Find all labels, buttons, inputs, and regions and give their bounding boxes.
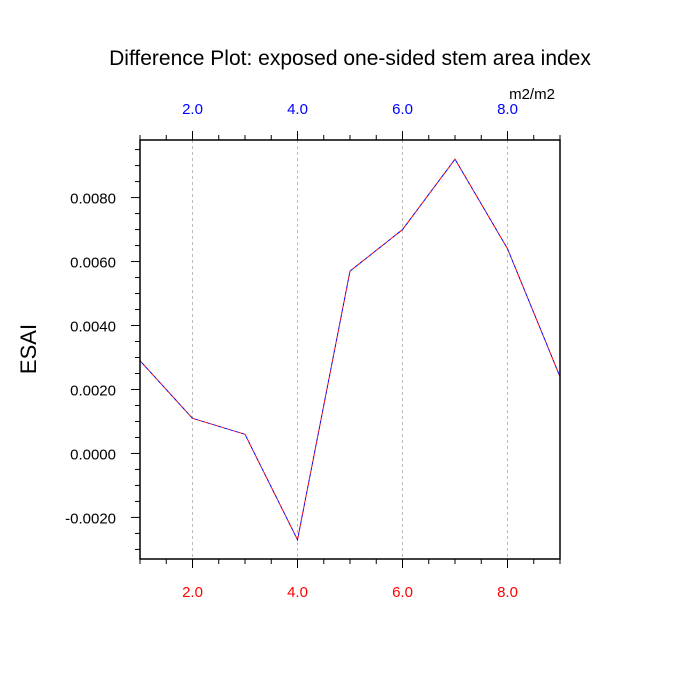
- plot-frame: [139, 139, 561, 560]
- y-axis-label: ESAI: [16, 324, 41, 374]
- x-tick-label-bottom-0: 2.0: [182, 584, 203, 601]
- y-tick-label-1: 0.0000: [70, 446, 116, 463]
- x-tick-label-top-0: 2.0: [182, 101, 203, 118]
- y-tick-label-5: 0.0080: [70, 191, 116, 208]
- y-tick-label-4: 0.0060: [70, 255, 116, 272]
- series-line-0: [139, 158, 561, 542]
- x-tick-label-bottom-3: 8.0: [497, 584, 518, 601]
- x-tick-label-top-2: 6.0: [392, 101, 413, 118]
- gridlines: [192, 140, 508, 559]
- x-tick-label-top-3: 8.0: [497, 101, 518, 118]
- x-tick-label-bottom-1: 4.0: [287, 584, 308, 601]
- axis-ticks: [131, 131, 561, 568]
- chart-title: Difference Plot: exposed one-sided stem …: [109, 47, 591, 70]
- series-line-1: [139, 158, 561, 542]
- tick-labels: 2.0 2.0 4.0 4.0 6.0 6.0 8.0 8.0 -0.0020 0.0000 0.0…: [65, 101, 518, 601]
- y-tick-label-3: 0.0040: [70, 319, 116, 336]
- x-tick-label-top-1: 4.0: [287, 101, 308, 118]
- y-tick-label-0: -0.0020: [65, 510, 116, 527]
- units-label: m2/m2: [509, 86, 555, 103]
- y-tick-label-2: 0.0020: [70, 382, 116, 399]
- x-tick-label-bottom-2: 6.0: [392, 584, 413, 601]
- data-series: [139, 158, 561, 542]
